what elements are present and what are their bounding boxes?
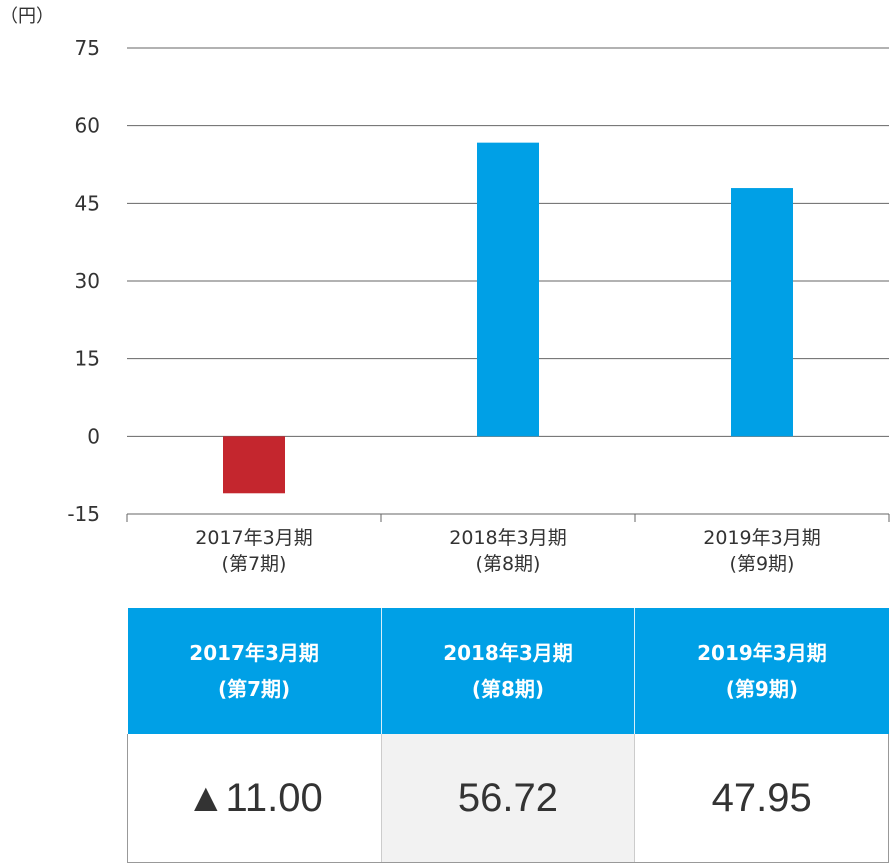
bars — [223, 142, 793, 494]
bar — [223, 436, 285, 494]
x-tick-label: 2017年3月期 — [195, 527, 312, 549]
data-table: 2017年3月期 (第7期) 2018年3月期 (第8期) 2019年3月期 (… — [127, 608, 889, 863]
y-tick-label: 30 — [75, 269, 100, 293]
bar — [731, 188, 793, 437]
x-tick-label: 2018年3月期 — [449, 527, 566, 549]
header-term: (第7期) — [217, 677, 291, 701]
header-period: 2019年3月期 — [697, 641, 827, 665]
x-tick-label: 2019年3月期 — [703, 527, 820, 549]
bar — [477, 142, 539, 437]
y-tick-label: 60 — [75, 114, 100, 138]
table-header-row: 2017年3月期 (第7期) 2018年3月期 (第8期) 2019年3月期 (… — [127, 608, 889, 734]
y-tick-label: 0 — [87, 424, 100, 448]
x-axis: 2017年3月期 (第7期) 2018年3月期 (第8期) 2019年3月期 (第9期) — [126, 513, 890, 575]
y-tick-label: 75 — [75, 36, 100, 60]
table-value-row: ▲11.00 56.72 47.95 — [127, 734, 889, 863]
header-period: 2017年3月期 — [189, 641, 319, 665]
y-axis-ticks: 75 60 45 30 15 0 -15 — [67, 36, 100, 526]
table-header-cell: 2019年3月期 (第9期) — [634, 608, 889, 734]
table-header-cell: 2017年3月期 (第7期) — [127, 608, 382, 734]
y-axis-unit-label: （円） — [0, 6, 54, 27]
y-tick-label: 45 — [75, 191, 100, 215]
x-tick-label: (第9期) — [730, 553, 795, 575]
header-period: 2018年3月期 — [443, 641, 573, 665]
header-term: (第8期) — [471, 677, 545, 701]
table-header-cell: 2018年3月期 (第8期) — [380, 608, 635, 734]
y-tick-label: 15 — [75, 347, 100, 371]
table-value-cell: ▲11.00 — [127, 734, 382, 863]
y-tick-label: -15 — [67, 502, 100, 526]
header-term: (第9期) — [725, 677, 798, 701]
x-tick-label: (第7期) — [222, 553, 287, 575]
table-value-cell: 47.95 — [634, 734, 889, 863]
table-value-cell: 56.72 — [380, 734, 635, 863]
x-tick-label: (第8期) — [476, 553, 541, 575]
chart: （円） 75 60 45 30 15 0 -15 2017年3月期 (第7期) 2018年3月期… — [0, 6, 890, 575]
